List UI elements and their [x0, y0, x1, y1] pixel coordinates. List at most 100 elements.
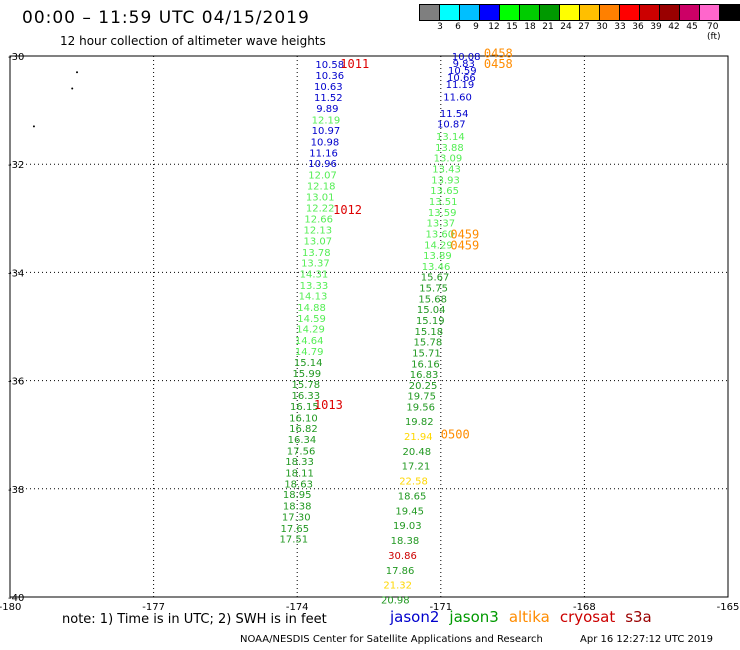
wave-height-value: 19.56 — [406, 403, 435, 414]
color-tick-label: 70 (ft) — [707, 22, 721, 42]
wave-height-value: 13.37 — [301, 259, 330, 270]
wave-height-value: 11.16 — [309, 148, 338, 159]
wave-height-value: 10.36 — [315, 71, 344, 82]
wave-height-value: 13.37 — [426, 219, 455, 230]
wave-height-value: 14.31 — [300, 269, 329, 280]
color-scale-bar — [419, 4, 740, 21]
color-tick-label: 42 — [668, 22, 680, 32]
wave-height-value: 12.66 — [304, 214, 333, 225]
pass-time-label: 1012 — [333, 203, 362, 217]
wave-height-value: 12.22 — [306, 203, 335, 214]
wave-height-value: 15.19 — [416, 316, 445, 327]
wave-height-value: 10.96 — [308, 159, 337, 170]
wave-height-value: 16.33 — [291, 391, 320, 402]
x-tick-label: -180 — [0, 602, 21, 613]
wave-height-value: 11.60 — [443, 93, 472, 104]
wave-height-value: 15.67 — [421, 273, 450, 284]
wave-height-value: 18.38 — [283, 502, 312, 513]
color-tick-label: 15 — [506, 22, 518, 32]
land-dot — [32, 125, 35, 128]
wave-height-value: 13.93 — [431, 175, 460, 186]
wave-height-value: 14.13 — [299, 292, 328, 303]
color-tick-label: 39 — [650, 22, 662, 32]
wave-height-value: 17.56 — [287, 446, 316, 457]
map-frame — [9, 55, 729, 598]
wave-height-value: 18.33 — [285, 457, 314, 468]
wave-height-value: 21.32 — [383, 581, 412, 592]
wave-height-value: 13.60 — [426, 229, 455, 240]
wave-height-value: 15.71 — [412, 348, 441, 359]
wave-height-value: 13.78 — [302, 248, 331, 259]
wave-height-value: 9.83 — [453, 59, 475, 70]
wave-height-value: 16.83 — [410, 370, 439, 381]
pass-time-label: 0458 — [484, 46, 513, 60]
note-text: note: 1) Time is in UTC; 2) SWH is in fe… — [62, 612, 327, 627]
wave-height-value: 10.87 — [437, 120, 466, 131]
y-tick-label: -38 — [8, 485, 24, 496]
wave-height-value: 14.29 — [296, 325, 325, 336]
color-tick-label: 27 — [578, 22, 590, 32]
legend-item-jason2: jason2 — [390, 608, 440, 626]
wave-height-value: 30.86 — [388, 551, 417, 562]
wave-height-value: 13.07 — [303, 236, 332, 247]
wave-height-value: 9.89 — [316, 104, 338, 115]
pass-time-label: 0500 — [441, 428, 470, 442]
wave-height-value: 10.59 — [448, 66, 477, 77]
color-scale-ticks: 3 6 9 12 15 18 21 24 27 30 33 36 39 42 45 70 (ft) — [420, 22, 740, 42]
wave-height-value: 13.33 — [300, 281, 329, 292]
land-dot — [76, 71, 79, 74]
wave-height-value: 15.99 — [292, 369, 321, 380]
wave-height-value: 10.98 — [311, 137, 340, 148]
color-tick-label: 12 — [488, 22, 500, 32]
wave-height-value: 11.52 — [314, 93, 343, 104]
wave-height-value: 13.09 — [434, 154, 463, 165]
wave-height-value: 17.51 — [280, 535, 309, 546]
wave-height-value: 13.01 — [306, 193, 335, 204]
wave-height-value: 13.88 — [435, 143, 464, 154]
wave-height-value: 16.10 — [289, 413, 318, 424]
wave-height-value: 19.82 — [405, 417, 434, 428]
wave-height-value: 12.13 — [303, 226, 332, 237]
y-tick-label: -40 — [8, 593, 24, 604]
page-title: 00:00 – 11:59 UTC 04/15/2019 — [22, 8, 310, 28]
wave-height-value: 18.38 — [391, 536, 420, 547]
wave-height-value: 14.79 — [295, 347, 324, 358]
page-subtitle: 12 hour collection of altimeter wave hei… — [60, 34, 326, 48]
wave-height-value: 14.64 — [295, 336, 324, 347]
legend-item-jason3: jason3 — [449, 608, 499, 626]
legend-item-s3a: s3a — [625, 608, 652, 626]
wave-height-value: 10.63 — [314, 82, 343, 93]
wave-height-value: 10.58 — [315, 60, 344, 71]
color-tick-label: 3 — [437, 22, 443, 32]
footer-credit: NOAA/NESDIS Center for Satellite Applica… — [240, 634, 543, 645]
color-tick-label: 9 — [473, 22, 479, 32]
wave-height-value: 10.66 — [447, 73, 476, 84]
color-tick-label: 6 — [455, 22, 461, 32]
wave-height-value: 14.29 — [424, 240, 453, 251]
wave-height-value: 14.88 — [297, 303, 326, 314]
wave-height-value: 14.59 — [297, 314, 326, 325]
x-tick-label: -177 — [142, 602, 165, 613]
satellite-legend: jason2 jason3 altika cryosat s3a — [390, 608, 662, 626]
pass-time-label: 0458 — [484, 57, 513, 71]
wave-height-value: 12.18 — [307, 181, 336, 192]
wave-height-value: 13.59 — [428, 208, 457, 219]
wave-height-value: 12.07 — [308, 170, 337, 181]
x-tick-label: -168 — [573, 602, 596, 613]
pass-time-label: 0459 — [450, 238, 479, 252]
legend-item-altika: altika — [508, 608, 550, 626]
wave-height-value: 20.25 — [409, 381, 438, 392]
wave-height-value: 15.04 — [417, 305, 446, 316]
pass-time-label: 1011 — [340, 57, 369, 71]
wave-height-value: 11.19 — [446, 80, 475, 91]
color-tick-label: 45 — [686, 22, 698, 32]
y-tick-label: -32 — [8, 160, 24, 171]
color-tick-label: 30 — [596, 22, 608, 32]
color-tick-label: 33 — [614, 22, 626, 32]
footer-date: Apr 16 12:27:12 UTC 2019 — [580, 634, 713, 645]
wave-height-value: 18.65 — [398, 491, 427, 502]
y-tick-label: -36 — [8, 377, 24, 388]
pass-time-label: 0459 — [450, 228, 479, 242]
wave-height-value: 10.08 — [452, 52, 481, 63]
